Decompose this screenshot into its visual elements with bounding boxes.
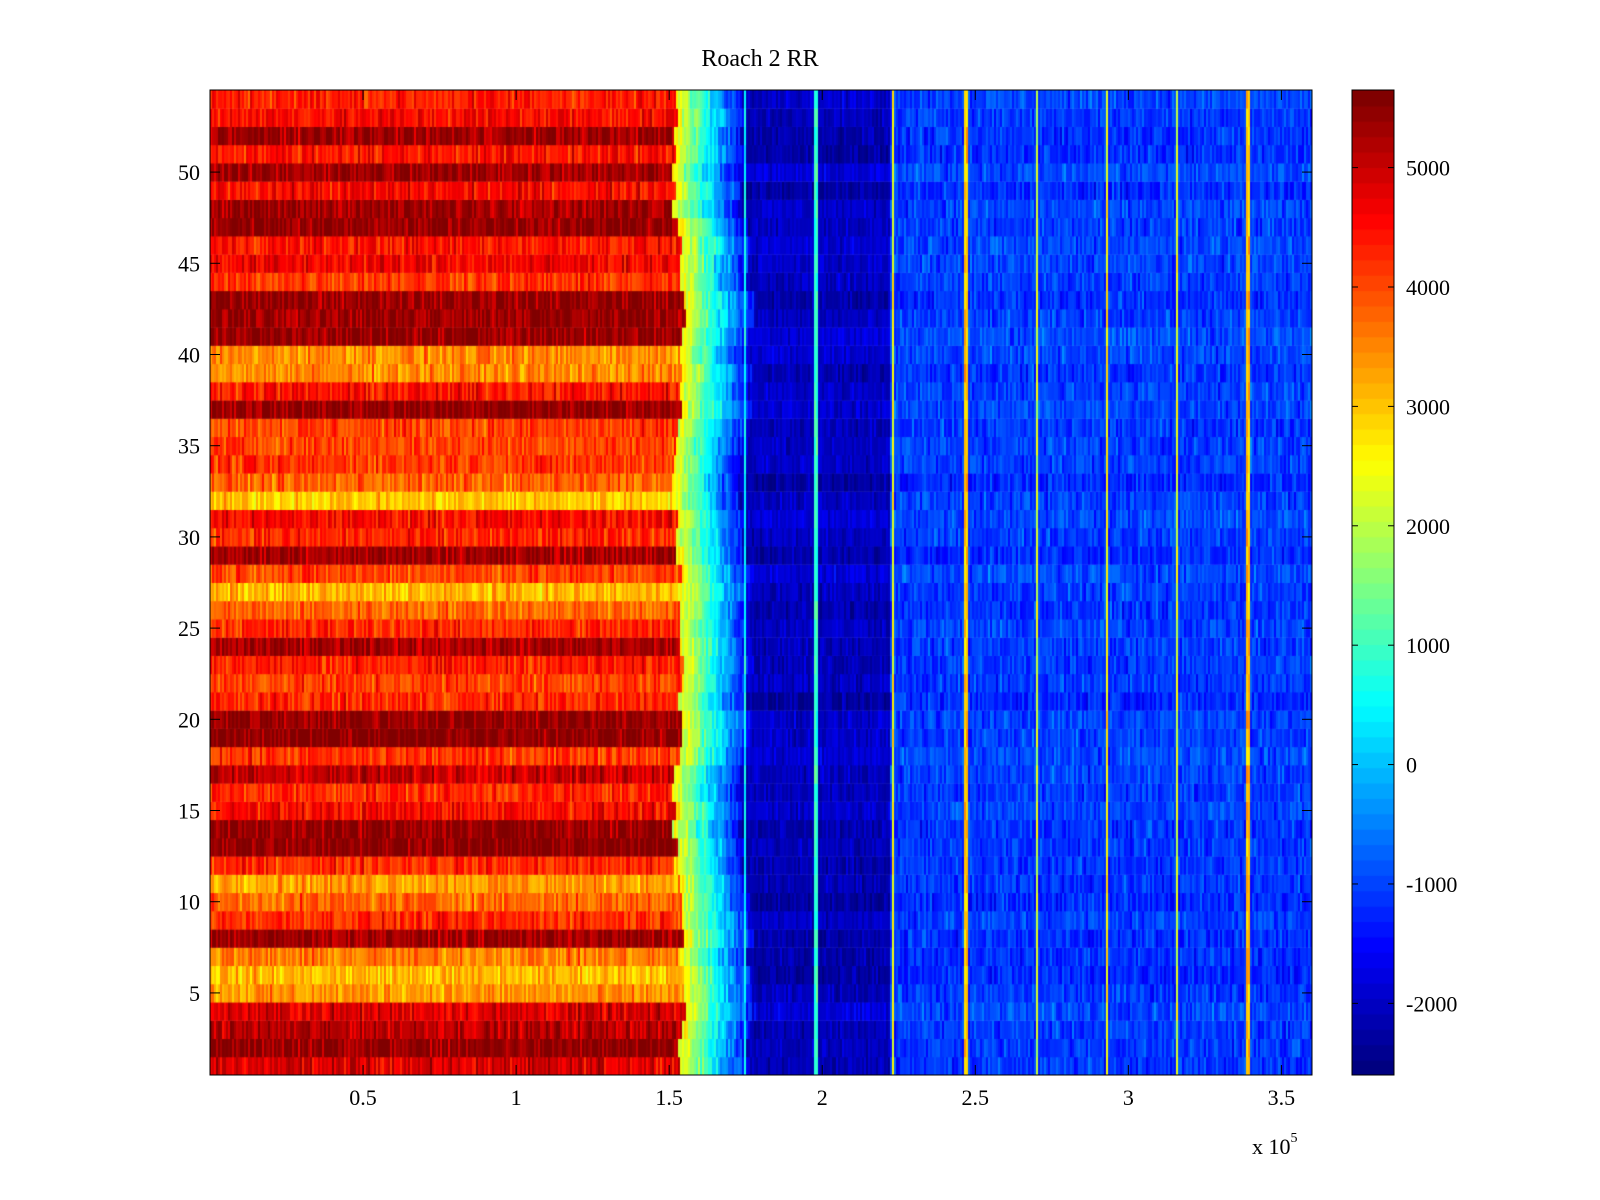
x-tick-label: 0.5 xyxy=(349,1085,377,1110)
x-axis: 0.5 1 1.5 2 2.5 3 3.5 xyxy=(349,90,1295,1110)
y-tick-label: 10 xyxy=(178,890,200,915)
colorbar-tick-label: 3000 xyxy=(1406,394,1450,419)
x-tick-label: 1 xyxy=(511,1085,522,1110)
y-tick-label: 15 xyxy=(178,799,200,824)
y-tick-label: 30 xyxy=(178,525,200,550)
y-axis: 5 10 15 20 25 30 35 40 45 50 xyxy=(178,160,1312,1006)
x-tick-label: 2.5 xyxy=(962,1085,990,1110)
colorbar-ticks: 5000 4000 3000 2000 1000 0 -1000 -2000 xyxy=(1352,156,1457,1016)
colorbar-tick-label: 4000 xyxy=(1406,275,1450,300)
colorbar: 5000 4000 3000 2000 1000 0 -1000 -2000 xyxy=(1351,89,1457,1076)
y-tick-label: 45 xyxy=(178,251,200,276)
colorbar-image xyxy=(1352,90,1394,1075)
colorbar-tick-label: 1000 xyxy=(1406,633,1450,658)
y-tick-label: 25 xyxy=(178,616,200,641)
x-axis-multiplier: x 105 xyxy=(1252,1131,1298,1159)
colorbar-frame xyxy=(1351,89,1395,1076)
heatmap-image-container xyxy=(210,90,1312,1075)
y-tick-label: 50 xyxy=(178,160,200,185)
colorbar-tick-label: 2000 xyxy=(1406,514,1450,539)
colorbar-tick-label: 0 xyxy=(1406,753,1417,778)
x-axis-multiplier-base: x 10 xyxy=(1252,1134,1291,1159)
y-tick-label: 5 xyxy=(189,981,200,1006)
colorbar-tick-label: -1000 xyxy=(1406,872,1457,897)
plot-frame xyxy=(209,89,1313,1076)
y-tick-label: 40 xyxy=(178,342,200,367)
x-tick-label: 3.5 xyxy=(1268,1085,1296,1110)
x-tick-label: 1.5 xyxy=(655,1085,683,1110)
y-tick-label: 20 xyxy=(178,707,200,732)
colorbar-tick-label: 5000 xyxy=(1406,156,1450,181)
chart-title: Roach 2 RR xyxy=(701,46,818,72)
x-axis-multiplier-exponent: 5 xyxy=(1291,1131,1298,1146)
colorbar-image-container xyxy=(1352,90,1394,1075)
heatmap-image xyxy=(210,90,1312,1075)
y-tick-label: 35 xyxy=(178,434,200,459)
colorbar-tick-label: -2000 xyxy=(1406,991,1457,1016)
x-tick-label: 3 xyxy=(1123,1085,1134,1110)
x-tick-label: 2 xyxy=(817,1085,828,1110)
heatmap-area xyxy=(209,89,1313,1076)
